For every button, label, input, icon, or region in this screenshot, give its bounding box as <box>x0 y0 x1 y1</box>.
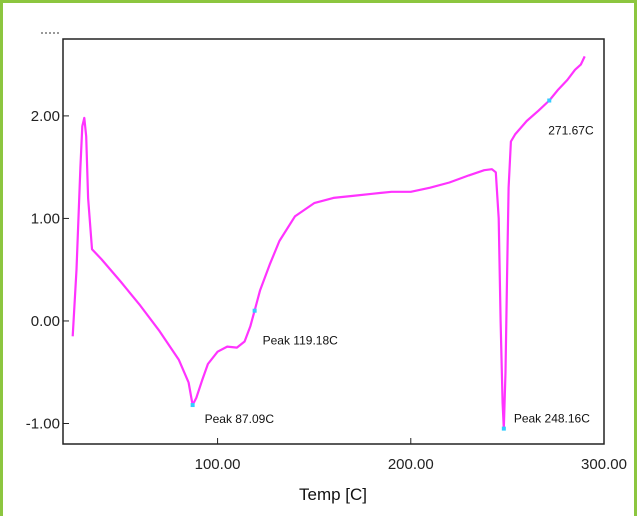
x-tick-label: 100.00 <box>195 456 241 473</box>
x-tick-label: 300.00 <box>581 456 627 473</box>
peak-annotations: Peak 87.09C Peak 119.18C Peak 248.16C 271.6… <box>205 124 594 427</box>
x-axis-label: Temp [C] <box>299 485 367 504</box>
y-tick-label: 1.00 <box>31 210 60 227</box>
peak-annotation: Peak 248.16C <box>514 412 590 426</box>
y-tick-label: -1.00 <box>26 415 60 432</box>
y-tick-label: 0.00 <box>31 313 60 330</box>
y-tick-label: 2.00 <box>31 108 60 125</box>
chart-svg: 2.00 1.00 0.00 -1.00 100.00 200.00 300.00 Pea… <box>26 32 627 504</box>
y-axis-ticks: 2.00 1.00 0.00 -1.00 <box>26 108 69 432</box>
peak-marker <box>501 426 506 431</box>
peak-marker <box>547 98 552 103</box>
x-axis-ticks: 100.00 200.00 300.00 <box>195 438 627 473</box>
peak-annotation: Peak 87.09C <box>205 412 275 426</box>
peak-marker <box>190 403 195 408</box>
x-tick-label: 200.00 <box>388 456 434 473</box>
peak-marker <box>252 308 257 313</box>
peak-annotation: 271.67C <box>548 124 594 138</box>
peak-annotation: Peak 119.18C <box>263 334 338 348</box>
plot-frame <box>62 38 605 445</box>
peak-markers <box>190 98 552 431</box>
series-line <box>71 55 586 430</box>
